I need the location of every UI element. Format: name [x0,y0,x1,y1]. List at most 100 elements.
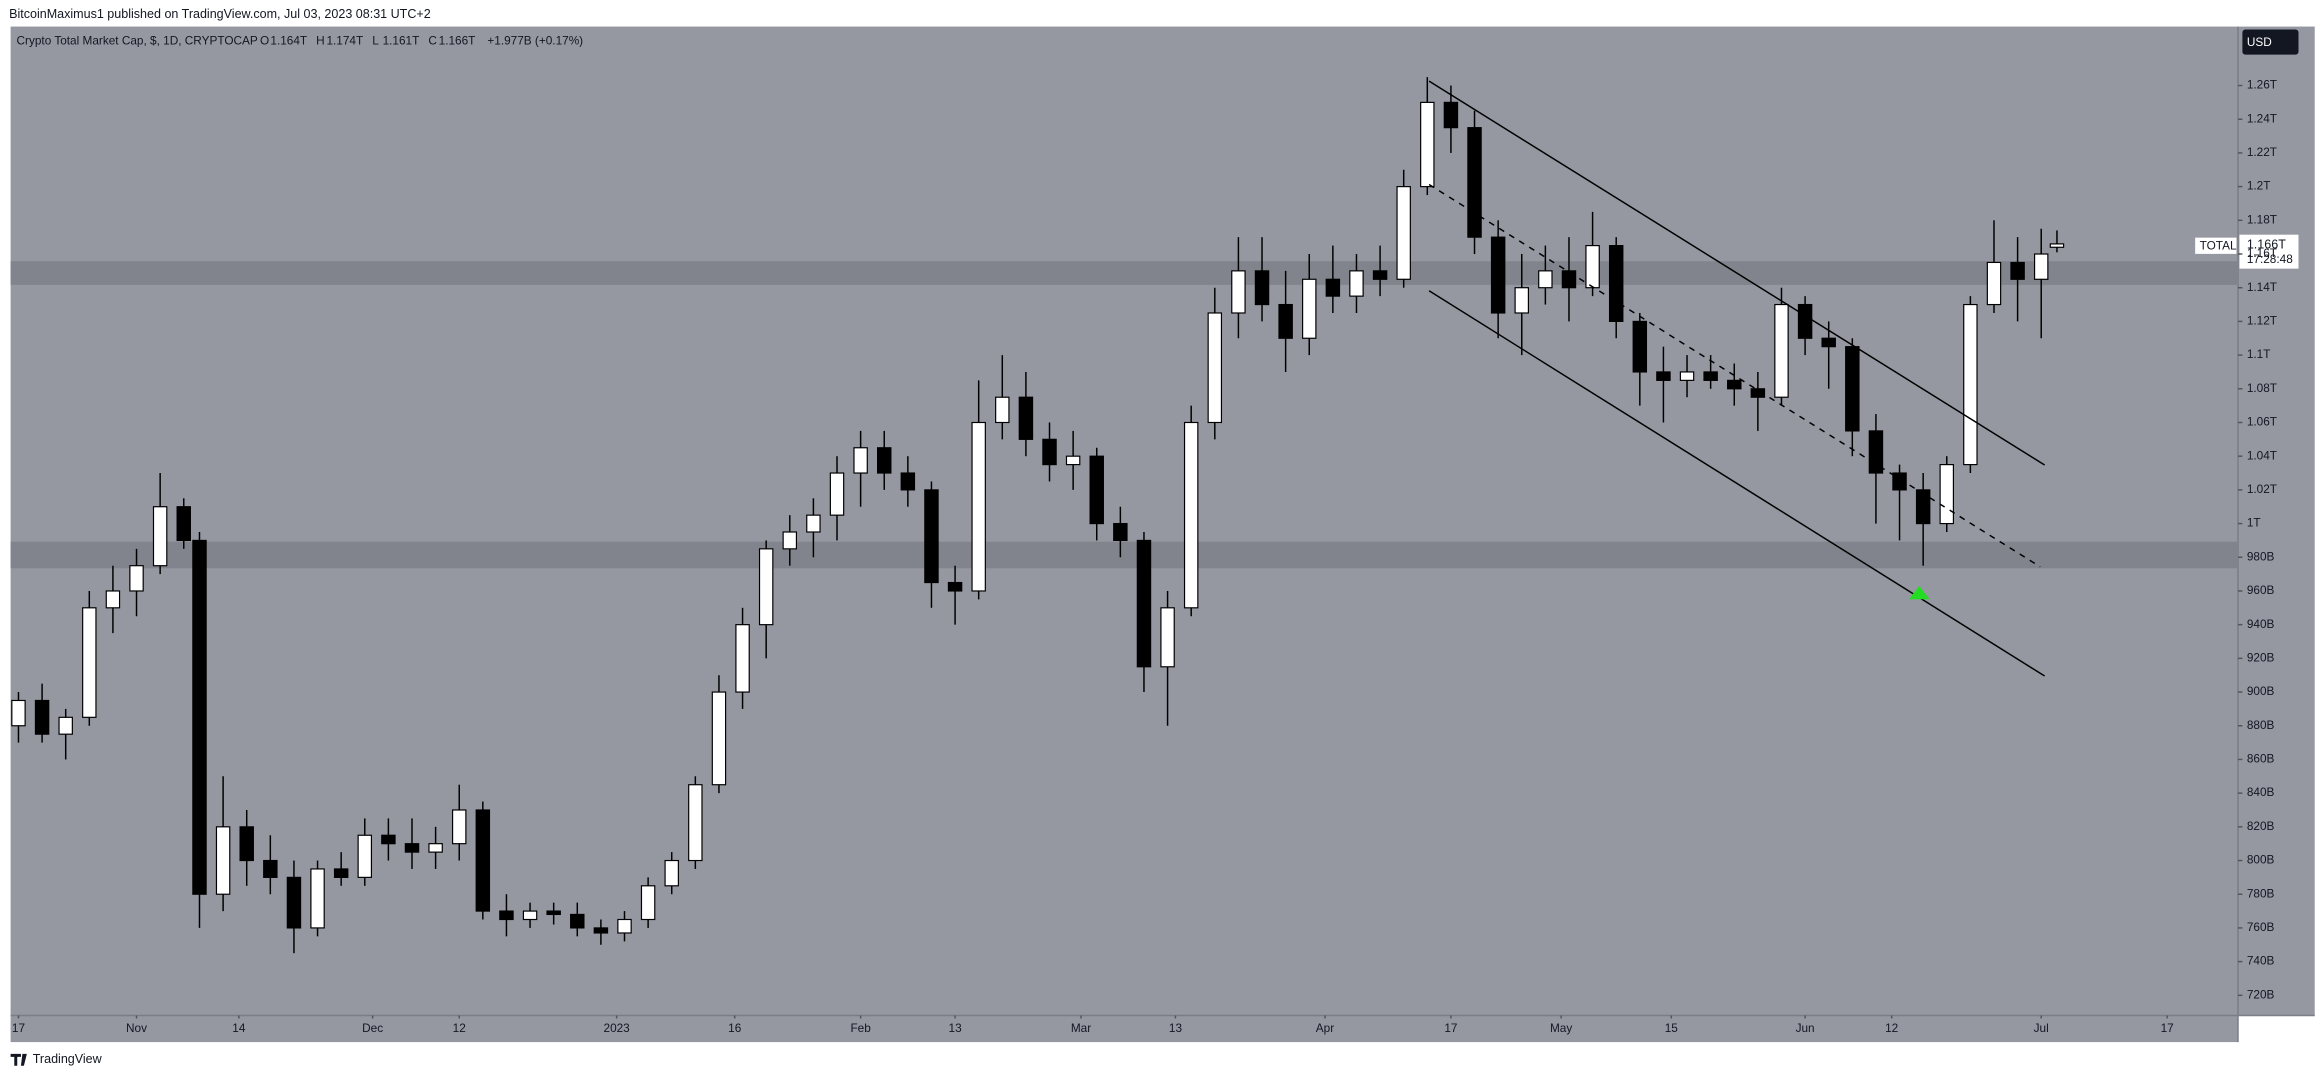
y-tick-label: 1.12T [2247,314,2277,328]
candle-body [1939,464,1954,525]
candle-body [1561,270,1577,289]
candle-body [1821,337,1836,348]
ohlc-value: 1.164T [270,33,307,47]
candle-body [735,624,750,693]
y-tick-label: 980B [2247,549,2275,563]
x-tick-label: 12 [453,1021,466,1035]
candle-body [1420,101,1435,188]
y-tick-label: 1.16T [2247,246,2277,260]
candle-body [152,506,168,567]
candle-body [1372,270,1388,280]
candle-body [1396,186,1411,280]
candle-body [58,716,73,735]
last-price-box [2239,234,2299,269]
candle-body [829,472,845,516]
candle-body [310,868,325,929]
symbol-tag-box [2195,237,2237,254]
x-tick-label: 17 [1444,1021,1457,1035]
x-tick-label: Feb [850,1021,871,1035]
candle-body [129,565,144,592]
candle-body [1183,421,1199,609]
arrow-marker [1908,585,1930,600]
candle-body [1254,270,1270,306]
candle-body [1679,371,1695,381]
x-tick-label: 13 [949,1021,963,1035]
candle-body [924,489,939,584]
candle-body [1538,270,1553,289]
channel-mid [1428,183,2041,568]
ohlc-header: O 1.164T H 1.174T L 1.161T C 1.166T [260,33,475,47]
candle-body [239,826,254,862]
candle-body [105,590,121,609]
x-tick-label: Mar [1071,1021,1091,1035]
currency-button[interactable] [2242,29,2299,55]
candle-body [1443,101,1459,129]
ohlc-key: H [316,33,325,47]
countdown: 17:28:48 [2247,252,2293,266]
y-tick-label: 720B [2247,987,2275,1001]
candle-body [971,421,986,592]
candle-body [900,472,916,491]
candle-body [1018,396,1034,440]
candle-body [1325,278,1341,297]
x-tick-label: 15 [1665,1021,1679,1035]
channel-upper [1428,80,2046,466]
ohlc-key: C [428,33,437,47]
candle-body [475,809,491,912]
candle-body [782,531,798,550]
y-tick-label: 1.2T [2247,179,2271,193]
x-tick-label: Nov [126,1021,147,1035]
candle-body [1608,244,1624,322]
x-tick-label: 14 [232,1021,246,1035]
candle-body [617,918,632,934]
y-tick-label: 960B [2247,583,2275,597]
price-axis [2237,26,2315,1016]
candle-body [1915,489,1931,525]
candle-body [711,691,727,786]
support-zone [10,541,2238,569]
x-tick-label: 13 [1169,1021,1183,1035]
candle-body [1703,371,1718,381]
y-tick-label: 1.22T [2247,145,2277,159]
x-tick-label: 16 [728,1021,742,1035]
x-tick-label: Jul [2034,1021,2049,1035]
candle-body [82,607,97,718]
x-tick-label: Dec [362,1021,383,1035]
candle-body [1160,607,1175,668]
candle-body [688,784,703,862]
x-tick-label: 17 [12,1021,25,1035]
candle-body [499,910,514,921]
candle-body [664,859,679,887]
candle-body [215,826,231,895]
y-tick-label: 900B [2247,684,2275,698]
candle-body [1113,522,1128,542]
last-price: 1.166T [2247,237,2286,251]
y-tick-label: 1T [2247,516,2261,530]
candle-body [570,913,585,929]
y-tick-label: 1.14T [2247,280,2277,294]
logo-icon [10,1053,27,1066]
candle-body [428,843,443,853]
candle-body [1986,261,2002,306]
candle-body [1065,455,1081,466]
candle-body [1231,270,1246,314]
candle-body [522,910,538,921]
candle-body [404,843,420,853]
candle-body [1585,244,1600,289]
footer-logo: TradingView [33,1052,103,1066]
candle-body [1774,303,1789,398]
ohlc-value: 1.161T [383,33,420,47]
x-axis: 17 Nov 14 Dec 12 2023 16 Feb 13 Mar 13 Apr 17 May 15 Ju… [12,1015,2174,1035]
y-tick-label: 1.06T [2247,415,2277,429]
candle-body [1656,371,1671,381]
candle-body [1467,127,1482,238]
candle-body [333,868,349,878]
candle-body [1797,303,1813,339]
candle-body [758,548,774,626]
y-tick-label: 760B [2247,920,2275,934]
y-axis: 720B 740B 760B 780B 800B 820B 840B 860B 880B 900B… [2237,78,2277,1001]
candle-body [1042,438,1057,466]
candle-body [593,927,609,934]
candle-body [1750,388,1766,398]
